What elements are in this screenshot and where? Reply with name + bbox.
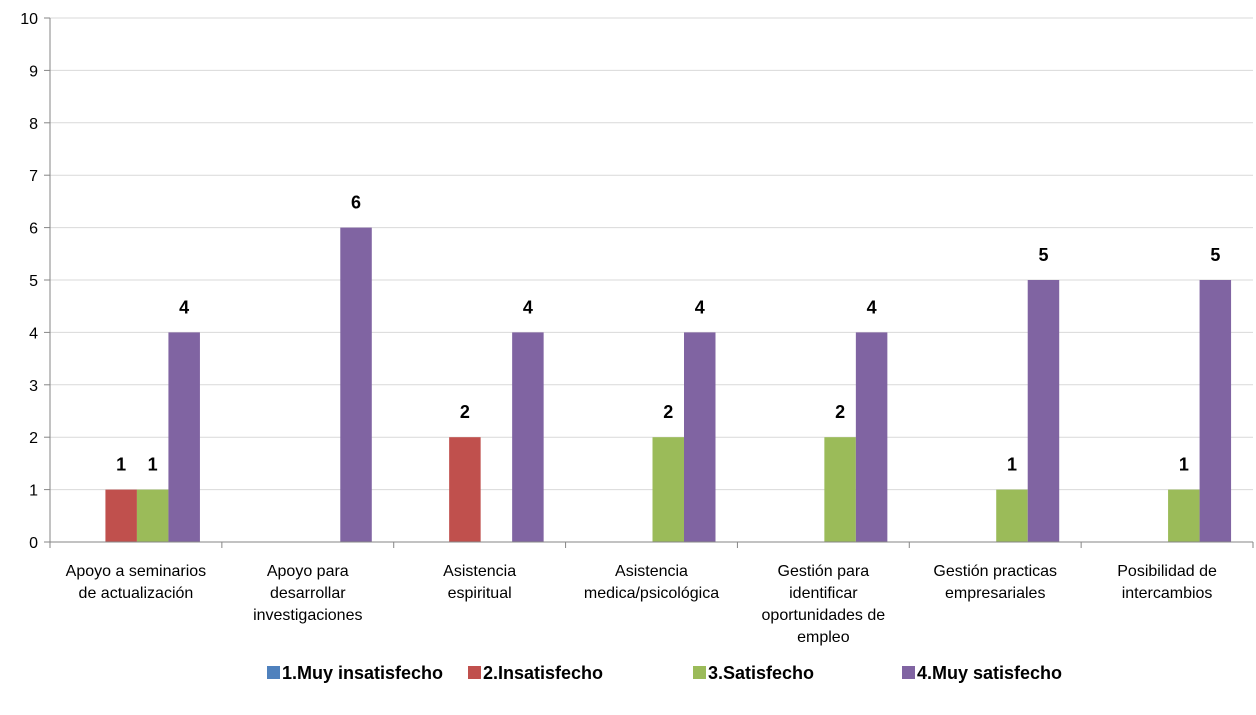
data-label: 2 [460,402,470,422]
data-label: 4 [867,297,877,317]
y-tick-label: 8 [29,116,38,133]
legend-label: 3.Satisfecho [708,663,814,683]
data-labels: 1 2 1 2 2 1 1 4 6 4 4 4 5 5 [116,193,1220,475]
bar [1027,280,1060,542]
x-tick-label: Asistencia espiritual [443,563,516,602]
bar [340,227,372,542]
bar [652,437,684,542]
data-label: 1 [148,455,158,475]
data-label: 4 [179,297,189,317]
y-axis-ticks: 0 1 2 3 4 5 6 7 8 9 10 [20,11,50,552]
x-tick-label: Gestión practicas empresariales [933,563,1057,602]
bar [684,332,716,542]
legend-swatch [468,666,481,679]
bar [824,437,856,542]
bar [1199,280,1232,542]
data-label: 1 [116,455,126,475]
bar [449,437,481,542]
y-tick-label: 3 [29,378,38,395]
y-tick-label: 9 [29,63,38,80]
y-tick-label: 10 [20,11,38,28]
data-label: 2 [835,402,845,422]
y-tick-label: 6 [29,221,38,238]
bar [855,332,888,542]
data-label: 5 [1038,245,1048,265]
bar [105,489,137,542]
x-tick-label: Posibilidad de intercambios [1117,563,1217,602]
legend-swatch [693,666,706,679]
data-label: 4 [695,297,705,317]
data-label: 5 [1210,245,1220,265]
y-tick-label: 7 [29,168,38,185]
axes [49,18,1254,548]
y-tick-label: 2 [29,430,38,447]
x-tick-label: Apoyo para desarrollar investigaciones [253,563,362,624]
gridlines [50,17,1253,491]
legend-label: 2.Insatisfecho [483,663,603,683]
bar [512,332,544,542]
y-tick-label: 5 [29,273,38,290]
y-tick-label: 4 [29,325,38,342]
x-tick-label: Asistencia medica/psicológica [584,563,719,602]
bar [136,489,169,542]
category-labels: Apoyo a seminarios de actualización Apoyo … [66,563,1217,646]
legend-label: 1.Muy insatisfecho [282,663,443,683]
data-label: 1 [1007,455,1017,475]
data-label: 6 [351,193,361,213]
bar [996,489,1028,542]
x-tick-label: Gestión para identificar oportunidades de e… [762,563,886,646]
data-label: 2 [663,402,673,422]
bars [105,227,1232,542]
x-tick-label: Apoyo a seminarios de actualización [66,563,207,602]
legend-swatch [902,666,915,679]
legend-swatch [267,666,280,679]
y-tick-label: 0 [29,535,38,552]
y-tick-label: 1 [29,483,38,500]
data-label: 4 [523,297,533,317]
legend-label: 4.Muy satisfecho [917,663,1062,683]
data-label: 1 [1179,455,1189,475]
bar [1168,489,1200,542]
legend: 1.Muy insatisfecho 2.Insatisfecho 3.Satisf… [267,663,1062,683]
bar [168,332,200,542]
